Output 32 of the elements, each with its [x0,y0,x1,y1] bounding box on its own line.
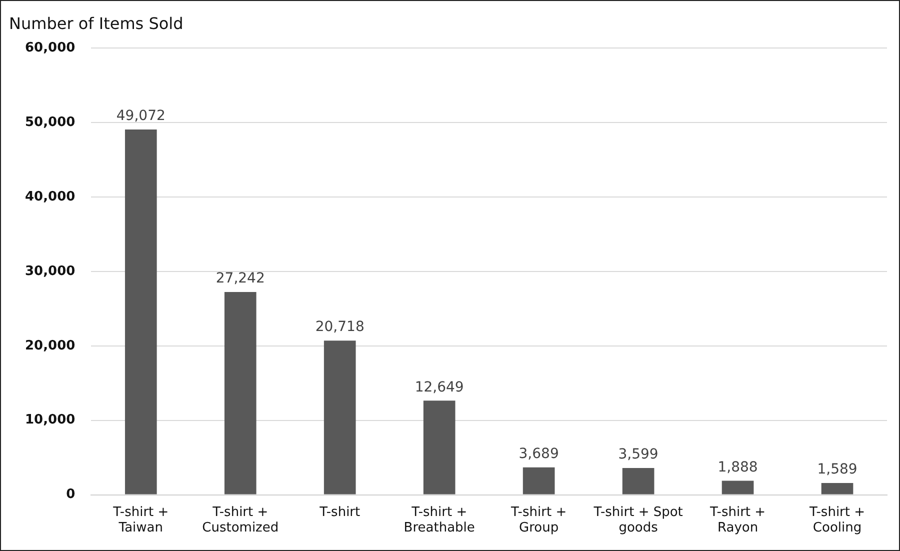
bar [324,340,356,494]
y-tick-label: 60,000 [24,40,76,56]
bar [423,400,456,494]
bar [124,130,157,494]
bar [224,292,256,494]
y-tick-label: 0 [66,487,76,502]
data-label: 20,718 [315,319,364,336]
y-tick-label: 30,000 [24,264,76,279]
x-tick-label: T-shirt + Customized [202,504,279,536]
data-label: 3,689 [518,446,559,462]
data-label: 12,649 [414,379,464,396]
x-tick-label: T-shirt + Cooling [808,504,866,536]
x-tick-label: T-shirt + Group [510,504,567,536]
y-tick-label: 40,000 [24,189,76,204]
chart-title: Number of Items Sold [9,14,184,33]
bar [622,468,654,494]
x-tick-label: T-shirt + Taiwan [112,504,169,536]
y-tick-label: 50,000 [24,115,76,130]
bar [522,467,555,494]
y-tick-label: 20,000 [24,338,76,354]
x-tick-label: T-shirt + Breathable [404,504,475,536]
data-label: 49,072 [116,108,166,124]
data-label: 3,599 [618,446,658,463]
x-tick-label: T-shirt [318,504,360,520]
y-tick-label: 10,000 [24,412,76,428]
bar [821,482,854,494]
x-tick-label: T-shirt + Spot goods [592,504,683,536]
data-label: 1,589 [817,462,858,478]
bar [722,480,754,494]
data-label: 1,888 [718,459,758,476]
x-tick-label: T-shirt + Rayon [709,504,766,536]
data-label: 27,242 [216,270,265,287]
